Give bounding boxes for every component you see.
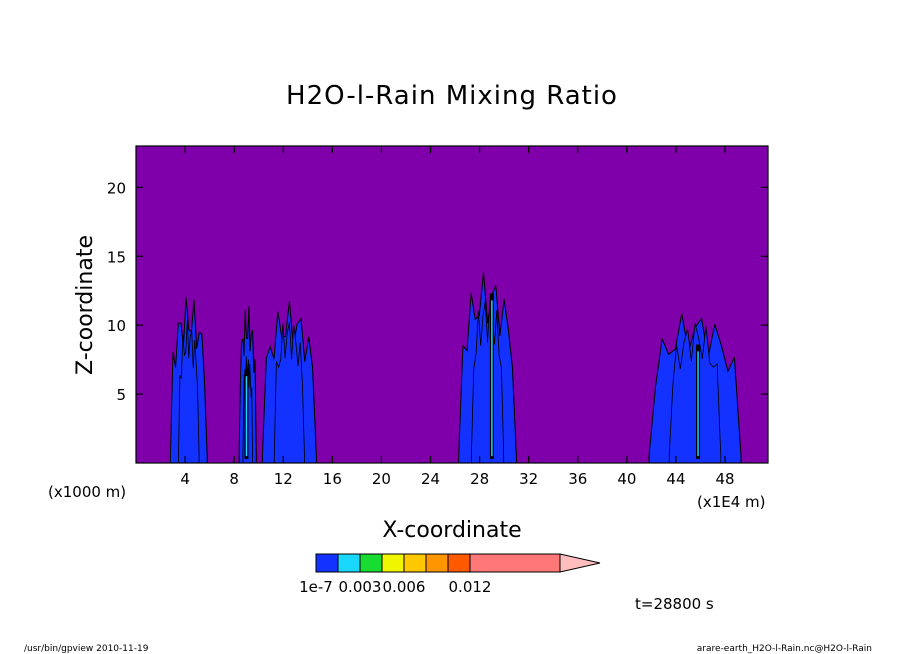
x-tick-label: 4 [180, 470, 190, 488]
rain-cells [169, 272, 742, 464]
colorbar-label: 0.006 [383, 578, 426, 596]
x-tick-label: 20 [372, 470, 391, 488]
colorbar-swatch [403, 553, 427, 573]
x-tick-label: 28 [470, 470, 489, 488]
time-label: t=28800 s [635, 595, 714, 613]
x-tick-label: 48 [716, 470, 735, 488]
colorbar-swatch [315, 553, 339, 573]
rain-cell-core [273, 322, 305, 464]
rain-cell-core [178, 319, 200, 464]
colorbar-label: 0.012 [449, 578, 492, 596]
x-tick-label: 16 [323, 470, 342, 488]
colorbar-swatch [359, 553, 383, 573]
x-tick-label: 12 [274, 470, 293, 488]
chart-title: H2O-l-Rain Mixing Ratio [286, 81, 618, 111]
colorbar-extend-arrow [559, 553, 601, 573]
colorbar-swatch [337, 553, 361, 573]
y-axis-title: Z-coordinate [73, 235, 98, 375]
colorbar-swatch [425, 553, 449, 573]
footer-left: /usr/bin/gpview 2010-11-19 [24, 644, 149, 654]
y-tick-label: 10 [107, 317, 126, 335]
x-axis-title: X-coordinate [382, 518, 521, 543]
x-tick-label: 24 [421, 470, 440, 488]
x-tick-label: 36 [568, 470, 587, 488]
y-tick-label: 20 [107, 179, 126, 197]
x-units-left: (x1000 m) [48, 483, 126, 501]
colorbar-swatch [381, 553, 405, 573]
colorbar: 1e-7 0.003 0.006 0.012 [299, 553, 601, 596]
y-tick-label: 15 [107, 248, 126, 266]
x-units-right: (x1E4 m) [697, 493, 766, 511]
y-axis-ticks: 5 10 15 20 [107, 179, 768, 404]
plot-frame [135, 145, 769, 464]
x-tick-label: 32 [519, 470, 538, 488]
y-tick-label: 5 [116, 386, 126, 404]
rain-cell-core [668, 323, 722, 464]
colorbar-label: 1e-7 [299, 578, 333, 596]
x-tick-label: 40 [617, 470, 636, 488]
plot-area [135, 145, 769, 464]
x-tick-label: 44 [666, 470, 685, 488]
colorbar-label: 0.003 [339, 578, 382, 596]
colorbar-swatch [469, 553, 561, 573]
x-tick-label: 8 [229, 470, 239, 488]
x-axis-ticks: 4 8 12 16 20 24 28 32 36 40 44 48 [180, 146, 735, 488]
footer-right: arare-earth_H2O-l-Rain.nc@H2O-l-Rain [697, 644, 872, 654]
rain-cell-core [470, 299, 505, 464]
colorbar-swatch [447, 553, 471, 573]
